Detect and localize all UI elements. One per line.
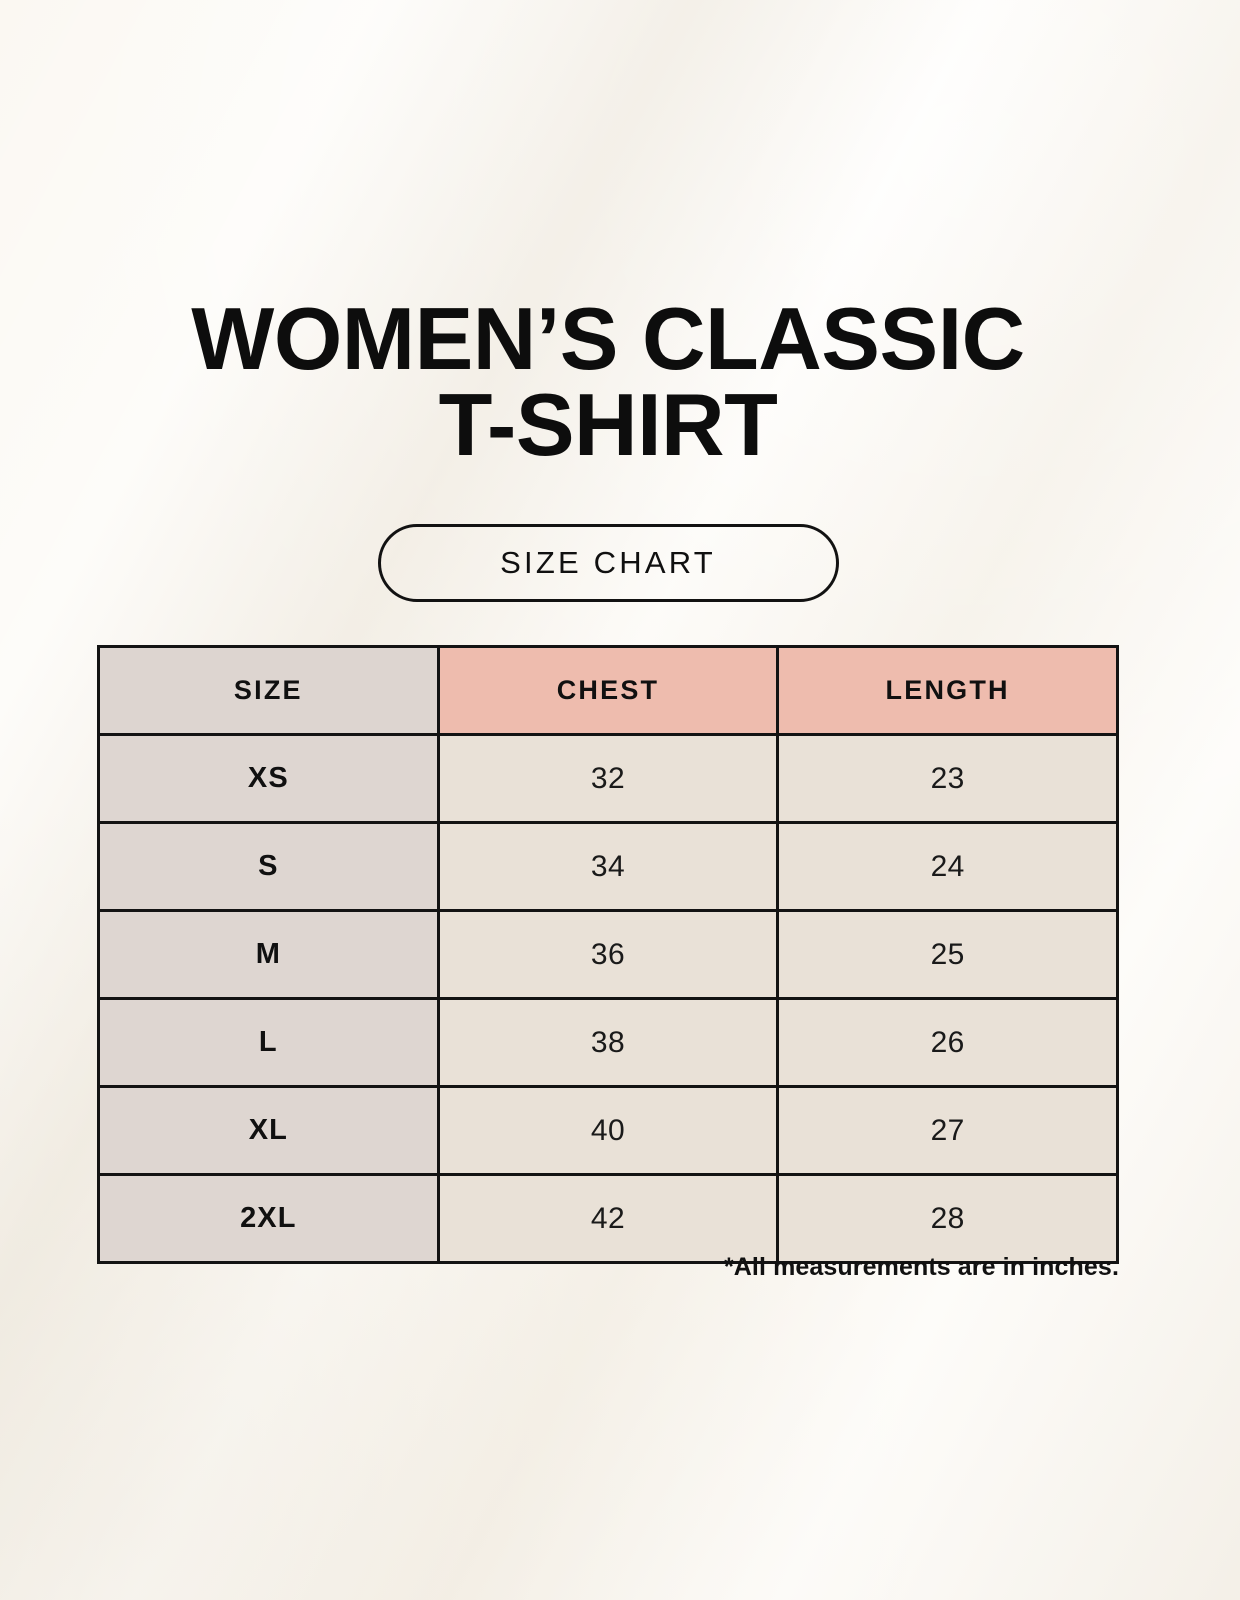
table-body: XS 32 23 S 34 24 M 36 25 L 38 26 XL 40 bbox=[97, 733, 1119, 1264]
table-row: M 36 25 bbox=[97, 909, 1119, 1000]
column-header-chest: CHEST bbox=[436, 645, 780, 736]
table-row: L 38 26 bbox=[97, 997, 1119, 1088]
cell-length: 28 bbox=[776, 1173, 1119, 1264]
cell-length: 23 bbox=[776, 733, 1119, 824]
size-chart-badge[interactable]: SIZE CHART bbox=[377, 524, 839, 602]
page-title: WOMEN’S CLASSIC T-SHIRT bbox=[191, 289, 1025, 475]
table-header: SIZE CHEST LENGTH bbox=[97, 645, 1119, 736]
badge-container: SIZE CHART bbox=[97, 524, 1119, 602]
cell-size: S bbox=[97, 821, 440, 912]
cell-chest: 32 bbox=[436, 733, 780, 824]
table-row: XS 32 23 bbox=[97, 733, 1119, 824]
cell-chest: 40 bbox=[436, 1085, 780, 1176]
cell-length: 25 bbox=[776, 909, 1119, 1000]
cell-size: XL bbox=[97, 1085, 440, 1176]
table-header-row: SIZE CHEST LENGTH bbox=[97, 645, 1119, 736]
cell-chest: 42 bbox=[436, 1173, 780, 1264]
table-row: S 34 24 bbox=[97, 821, 1119, 912]
measurement-units-note: *All measurements are in inches. bbox=[723, 1253, 1119, 1281]
cell-length: 24 bbox=[776, 821, 1119, 912]
column-header-size: SIZE bbox=[97, 645, 440, 736]
cell-chest: 38 bbox=[436, 997, 780, 1088]
cell-size: 2XL bbox=[97, 1173, 440, 1264]
cell-size: M bbox=[97, 909, 440, 1000]
cell-length: 27 bbox=[776, 1085, 1119, 1176]
cell-chest: 36 bbox=[436, 909, 780, 1000]
cell-size: L bbox=[97, 997, 440, 1088]
cell-chest: 34 bbox=[436, 821, 780, 912]
cell-length: 26 bbox=[776, 997, 1119, 1088]
table-row: 2XL 42 28 bbox=[97, 1173, 1119, 1264]
cell-size: XS bbox=[97, 733, 440, 824]
table-row: XL 40 27 bbox=[97, 1085, 1119, 1176]
size-chart-table: SIZE CHEST LENGTH XS 32 23 S 34 24 M 36 … bbox=[97, 645, 1119, 1264]
column-header-length: LENGTH bbox=[776, 645, 1119, 736]
